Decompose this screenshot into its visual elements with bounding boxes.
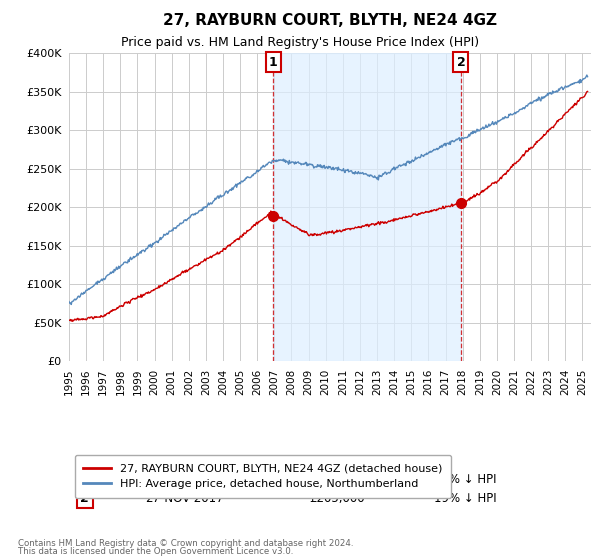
Text: 01-DEC-2006: 01-DEC-2006 — [145, 473, 223, 486]
Text: 1: 1 — [269, 55, 277, 68]
Text: Contains HM Land Registry data © Crown copyright and database right 2024.: Contains HM Land Registry data © Crown c… — [18, 539, 353, 548]
Text: 2: 2 — [80, 492, 89, 505]
Text: 1: 1 — [80, 473, 89, 486]
Title: 27, RAYBURN COURT, BLYTH, NE24 4GZ: 27, RAYBURN COURT, BLYTH, NE24 4GZ — [163, 13, 497, 29]
Text: Price paid vs. HM Land Registry's House Price Index (HPI): Price paid vs. HM Land Registry's House … — [121, 36, 479, 49]
Text: This data is licensed under the Open Government Licence v3.0.: This data is licensed under the Open Gov… — [18, 547, 293, 556]
Text: £205,000: £205,000 — [309, 492, 365, 505]
Text: 2: 2 — [457, 55, 466, 68]
Legend: 27, RAYBURN COURT, BLYTH, NE24 4GZ (detached house), HPI: Average price, detache: 27, RAYBURN COURT, BLYTH, NE24 4GZ (deta… — [74, 455, 451, 498]
Bar — [273, 53, 461, 361]
Text: 19% ↓ HPI: 19% ↓ HPI — [434, 492, 497, 505]
Text: £188,995: £188,995 — [309, 473, 365, 486]
Text: 23% ↓ HPI: 23% ↓ HPI — [434, 473, 497, 486]
Text: 27-NOV-2017: 27-NOV-2017 — [145, 492, 223, 505]
